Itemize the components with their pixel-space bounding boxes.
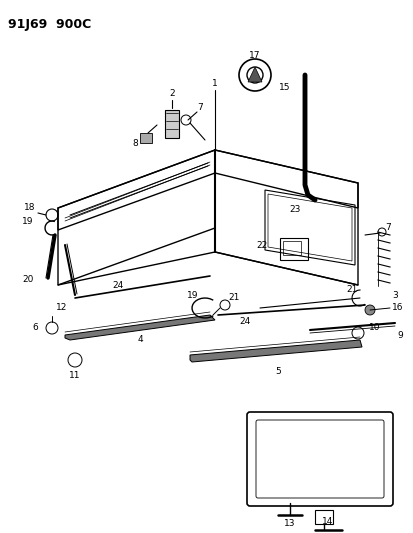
Text: 6: 6 bbox=[32, 324, 38, 333]
Text: 4: 4 bbox=[137, 335, 142, 344]
Text: 23: 23 bbox=[289, 206, 300, 214]
Text: 9: 9 bbox=[396, 330, 402, 340]
Text: 10: 10 bbox=[368, 324, 380, 333]
Text: 16: 16 bbox=[391, 303, 403, 312]
Text: 18: 18 bbox=[24, 204, 36, 213]
Bar bbox=[279, 238, 307, 260]
Text: 21: 21 bbox=[346, 286, 357, 295]
Bar bbox=[282, 241, 300, 255]
Text: 17: 17 bbox=[249, 51, 260, 60]
Text: 24: 24 bbox=[239, 318, 250, 327]
Text: 1: 1 bbox=[211, 78, 217, 87]
Polygon shape bbox=[247, 67, 261, 82]
Text: 11: 11 bbox=[69, 370, 81, 379]
Text: 2: 2 bbox=[169, 88, 174, 98]
Circle shape bbox=[364, 305, 374, 315]
Polygon shape bbox=[65, 315, 214, 340]
Text: 91J69  900C: 91J69 900C bbox=[8, 18, 91, 31]
Text: 19: 19 bbox=[187, 290, 198, 300]
Bar bbox=[314, 510, 332, 524]
Text: 13: 13 bbox=[284, 519, 295, 528]
Polygon shape bbox=[190, 340, 361, 362]
Text: 20: 20 bbox=[22, 276, 33, 285]
Text: 8: 8 bbox=[132, 139, 138, 148]
Bar bbox=[165, 110, 178, 138]
Text: 14: 14 bbox=[322, 518, 333, 527]
Bar bbox=[140, 133, 152, 143]
Text: 15: 15 bbox=[279, 84, 290, 93]
Text: 7: 7 bbox=[197, 103, 202, 112]
Text: 12: 12 bbox=[56, 303, 67, 311]
Text: 19: 19 bbox=[22, 217, 34, 227]
Text: 7: 7 bbox=[384, 223, 390, 232]
Text: 24: 24 bbox=[112, 280, 123, 289]
Text: 21: 21 bbox=[228, 294, 239, 303]
Text: 22: 22 bbox=[256, 240, 267, 249]
Text: 3: 3 bbox=[391, 290, 397, 300]
Text: 5: 5 bbox=[275, 367, 280, 376]
